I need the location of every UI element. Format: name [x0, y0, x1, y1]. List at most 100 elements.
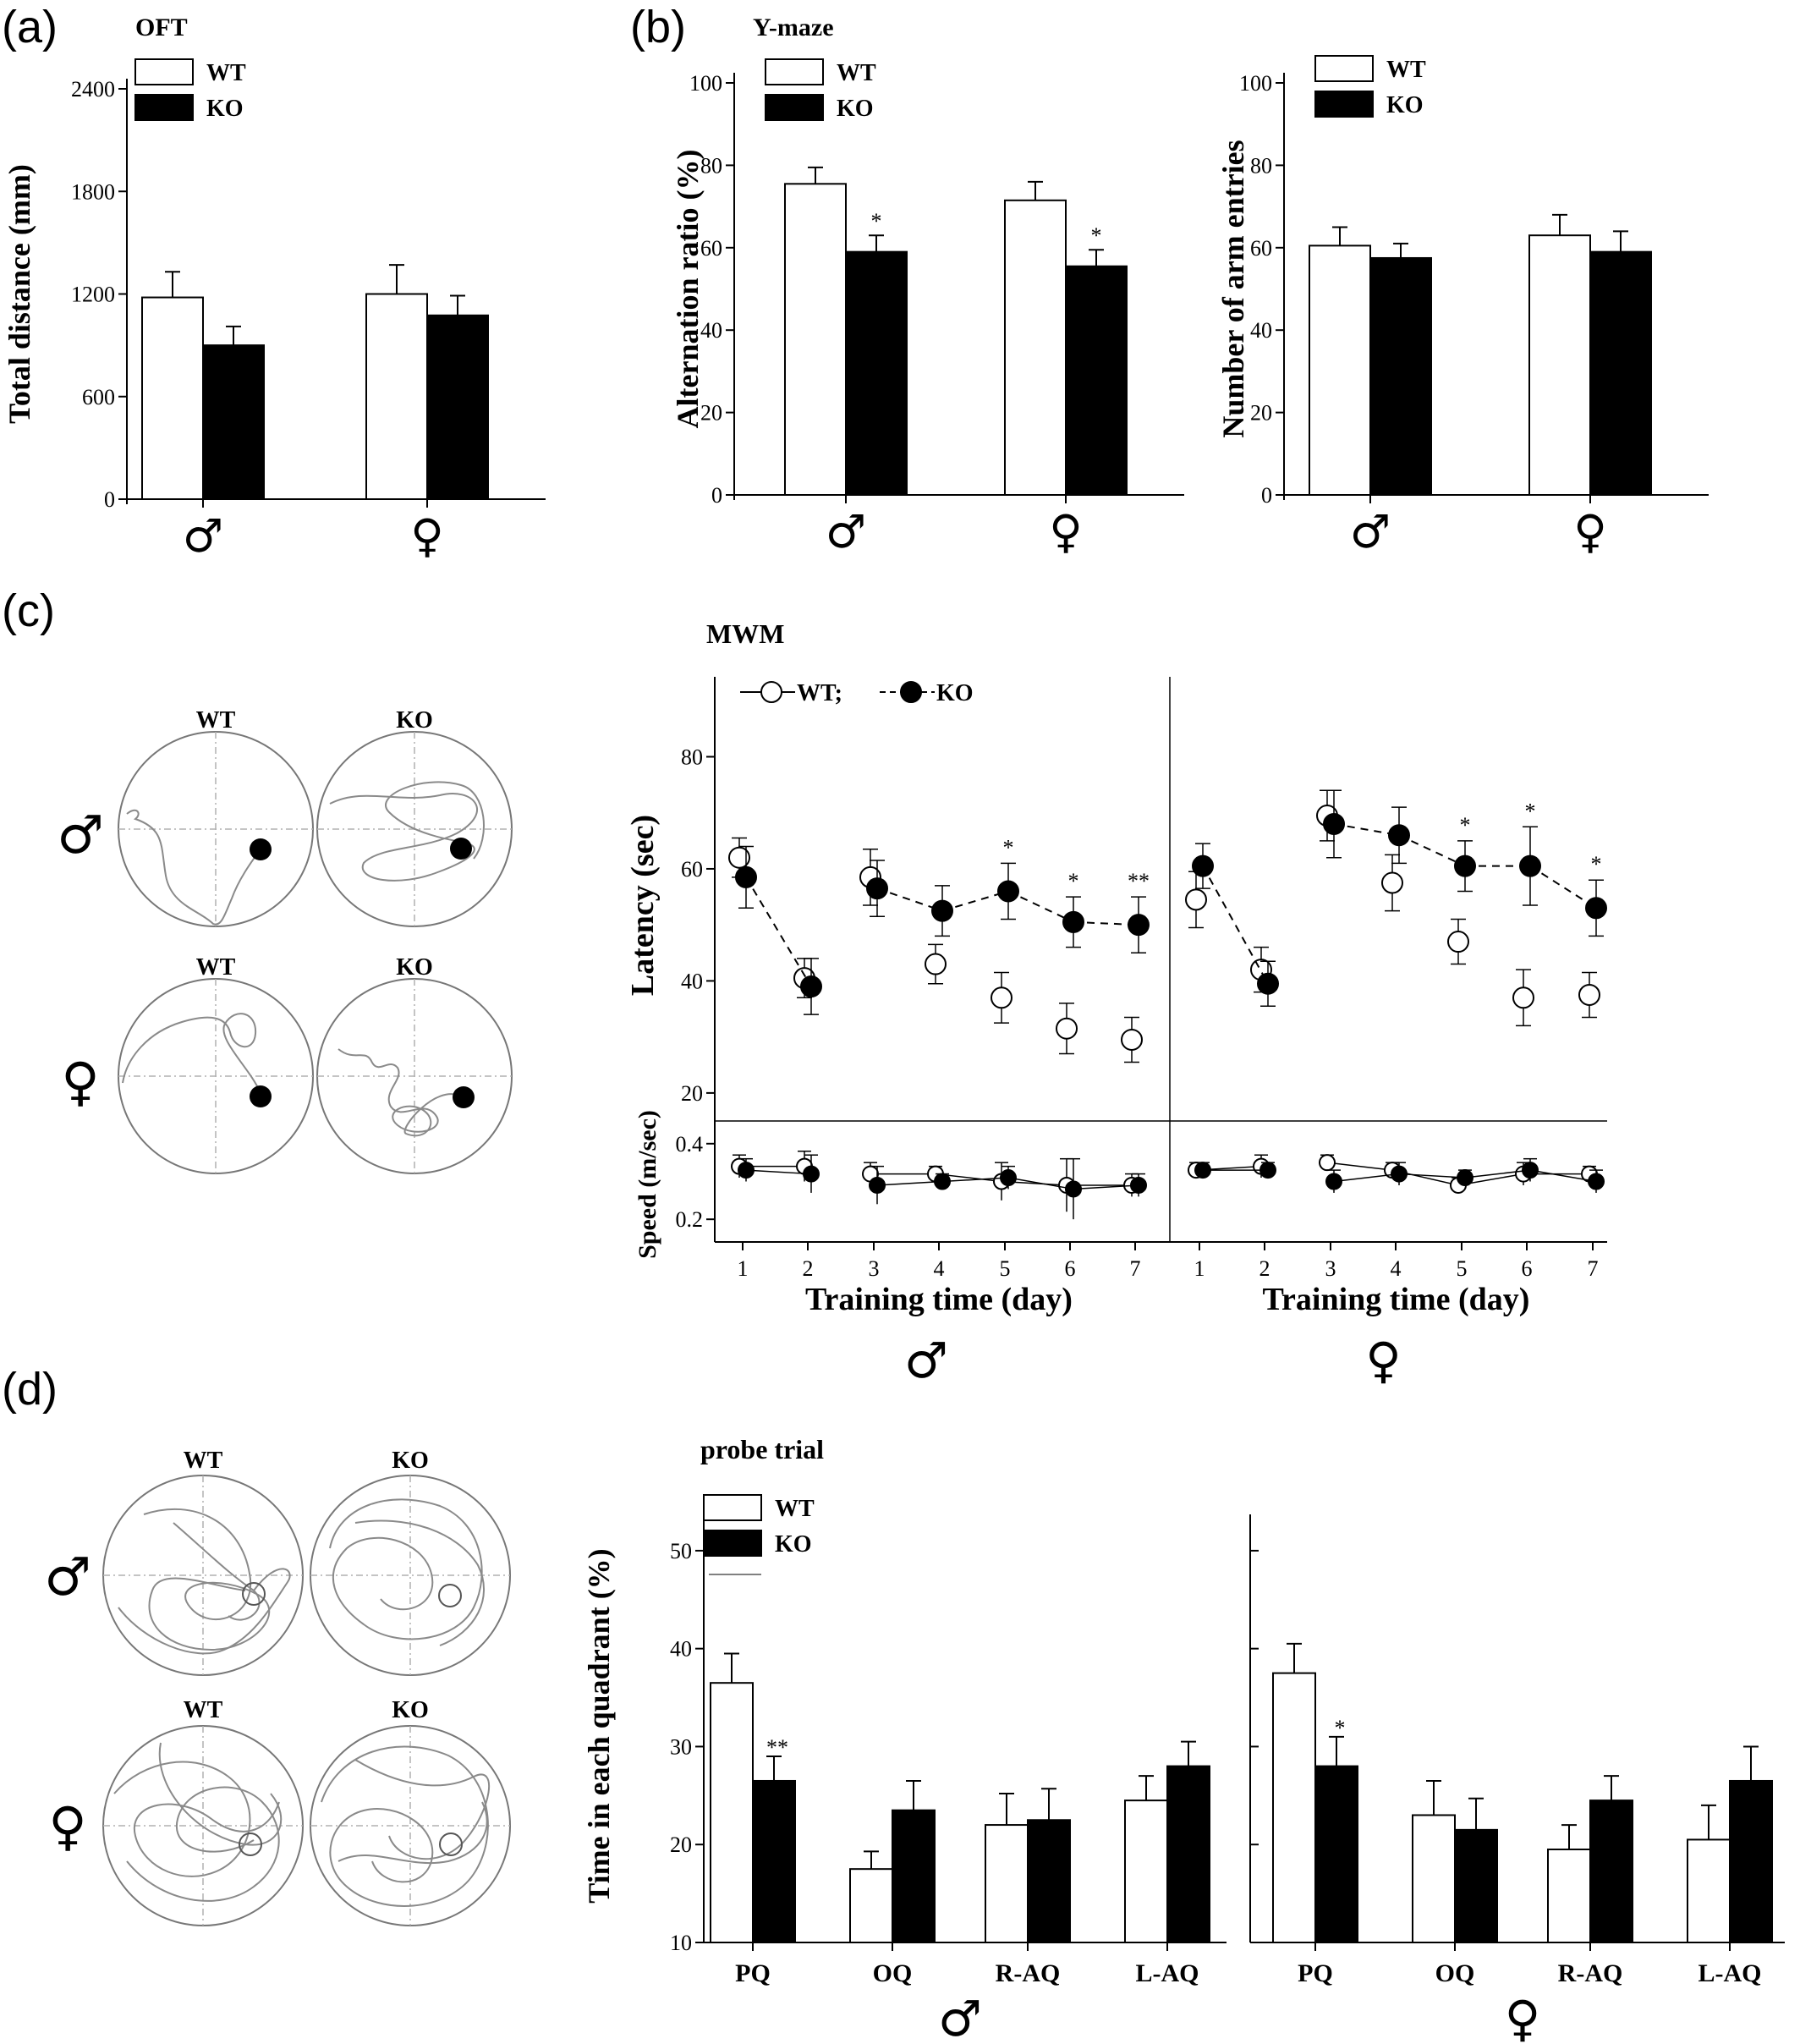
probe-y-axis-label: Time in each quadrant (%) [582, 1548, 616, 1903]
mwm-latency-point-ko [1062, 910, 1084, 933]
mwm-latency-point-wt [1185, 888, 1207, 911]
probe-bar-ko [1454, 1828, 1498, 1943]
track-c-top-ko-label: KO [396, 707, 433, 734]
mwm-x-tick-label: 4 [934, 1256, 945, 1281]
ymaze_alt-bar-ko [845, 250, 908, 496]
mwm-latency-point-ko [1257, 972, 1279, 995]
probe-category-label: PQ [1298, 1959, 1333, 1987]
mwm-x-tick-label: 2 [1259, 1256, 1270, 1281]
mwm-speed-line-ko [1464, 1169, 1531, 1179]
probe-y-tick-label: 40 [670, 1637, 692, 1662]
probe-category-label: OQ [1435, 1959, 1475, 1987]
panel-label-b: (b) [630, 2, 686, 52]
ymaze_alt-y-tick-label: 100 [689, 71, 722, 96]
mwm-speed-point-ko [1065, 1180, 1082, 1198]
ymaze_entries-legend-wt-swatch [1314, 55, 1374, 82]
probe-bar-ko [1729, 1779, 1773, 1943]
ymaze_alt-bar-ko [1065, 265, 1128, 496]
panel-label-c: (c) [2, 585, 55, 636]
ymaze_alt-legend-ko-label: KO [837, 96, 874, 122]
panel-label-d: (d) [2, 1364, 58, 1415]
mwm-x-tick-label: 5 [1000, 1256, 1011, 1281]
probe-legend-ko-label: KO [775, 1531, 812, 1558]
panel-c-swim-tracks: WT KO WT KO ♂ ♀ [57, 707, 513, 1174]
mwm-ko-latency-line [1007, 890, 1074, 923]
mwm-significance-mark: ** [1128, 869, 1150, 893]
ymaze_entries-y-tick-label: 100 [1239, 71, 1272, 96]
probe-significance-mark: ** [766, 1735, 788, 1760]
mwm-speed-point-ko [738, 1162, 755, 1179]
track-c-male-symbol: ♂ [57, 804, 104, 865]
probe-category-label: PQ [735, 1959, 771, 1987]
mwm-speed-line-ko [941, 1177, 1009, 1183]
mwm-speed-y-axis-label: Speed (m/sec) [634, 1110, 661, 1259]
ymaze_entries-y-tick-label: 40 [1250, 318, 1272, 343]
probe-title: probe trial [700, 1434, 824, 1464]
oft-y-tick-label: 1800 [71, 179, 115, 204]
ymaze_alt-significance-mark: * [1091, 223, 1102, 248]
track-d-female-symbol: ♀ [48, 1795, 86, 1857]
ymaze_alt-y-tick-label: 60 [700, 236, 722, 261]
mwm-latency-point-wt [728, 846, 750, 869]
mwm-x-axis-label: Training time (day) [805, 1282, 1073, 1317]
mwm-speed-point-ko [803, 1165, 820, 1183]
oft-bar-wt [365, 293, 428, 500]
probe-legend-wt-label: WT [775, 1496, 815, 1522]
track-d-top-ko-label: KO [392, 1448, 429, 1474]
probe-sex-label: ♂ [938, 1990, 982, 2044]
mwm-latency-point-ko [1519, 854, 1541, 877]
mwm-x-tick-label: 3 [1325, 1256, 1336, 1281]
probe-bar-wt [1124, 1799, 1168, 1944]
ymaze-arm-entries-chart: 0 20 40 60 80 100 ♂ ♀ WT KO Number of arm entries [1216, 55, 1709, 558]
mwm-y-tick-label: 40 [681, 969, 703, 993]
probe-legend-ko-swatch [703, 1530, 762, 1557]
mwm-speed-point-ko [1259, 1162, 1276, 1179]
mwm-y-axis-label: Latency (sec) [625, 815, 661, 996]
ymaze_alt-legend-wt-swatch [765, 58, 824, 85]
mwm-x-tick-label: 7 [1588, 1256, 1599, 1281]
probe-bar-wt [849, 1868, 893, 1944]
track-d-bottom-wt-label: WT [184, 1697, 223, 1723]
ymaze_alt-title: Y-maze [753, 14, 834, 41]
mwm-latency-point-wt [991, 986, 1012, 1009]
mwm-y-tick-label: 60 [681, 857, 703, 882]
oft-category-label: ♂ [183, 509, 223, 563]
oft-legend-ko-label: KO [206, 96, 244, 122]
mwm-significance-mark: * [1003, 835, 1014, 860]
probe-bar-ko [752, 1779, 796, 1943]
ymaze_entries-legend-ko-swatch [1314, 91, 1374, 118]
mwm-speed-point-ko [1588, 1173, 1605, 1190]
mwm-sex-label: ♀ [1365, 1332, 1401, 1389]
ymaze_alt-legend-ko-swatch [765, 94, 824, 121]
mwm-ko-latency-line [876, 887, 943, 912]
mwm-latency-point-wt [1447, 931, 1469, 953]
track-c-female-ko [316, 978, 513, 1174]
ymaze_alt-y-tick-label: 0 [711, 483, 722, 508]
probe-legend-wt-swatch [703, 1494, 762, 1521]
track-c-bottom-ko-label: KO [396, 954, 433, 981]
ymaze_alt-y-axis-label: Alternation ratio (%) [671, 150, 705, 429]
ymaze_entries-y-axis-label: Number of arm entries [1216, 140, 1250, 437]
panel-d-swim-tracks: WT KO WT KO ♂ ♀ [44, 1448, 511, 1926]
mwm-latency-point-ko [1128, 914, 1150, 937]
oft-legend-ko-swatch [134, 94, 194, 121]
mwm-significance-mark: * [1460, 813, 1471, 838]
mwm-latency-point-wt [1578, 983, 1600, 1006]
mwm-speed-point-ko [1522, 1162, 1539, 1179]
mwm-x-tick-label: 6 [1522, 1256, 1533, 1281]
mwm-latency-point-wt [1512, 986, 1534, 1009]
track-d-female-ko [310, 1725, 511, 1926]
oft-bar-ko [202, 344, 265, 500]
probe-bar-ko [892, 1809, 936, 1943]
mwm-latency-point-ko [1388, 824, 1410, 847]
mwm-latency-point-wt [1121, 1028, 1143, 1051]
mwm-latency-point-ko [1454, 854, 1476, 877]
mwm-x-tick-label: 7 [1130, 1256, 1141, 1281]
mwm-latency-point-wt [1056, 1017, 1078, 1040]
track-c-male-wt [118, 731, 314, 927]
track-c-male-ko [316, 731, 513, 927]
oft-y-tick-label: 1200 [71, 283, 115, 307]
probe-bar-wt [710, 1682, 754, 1943]
